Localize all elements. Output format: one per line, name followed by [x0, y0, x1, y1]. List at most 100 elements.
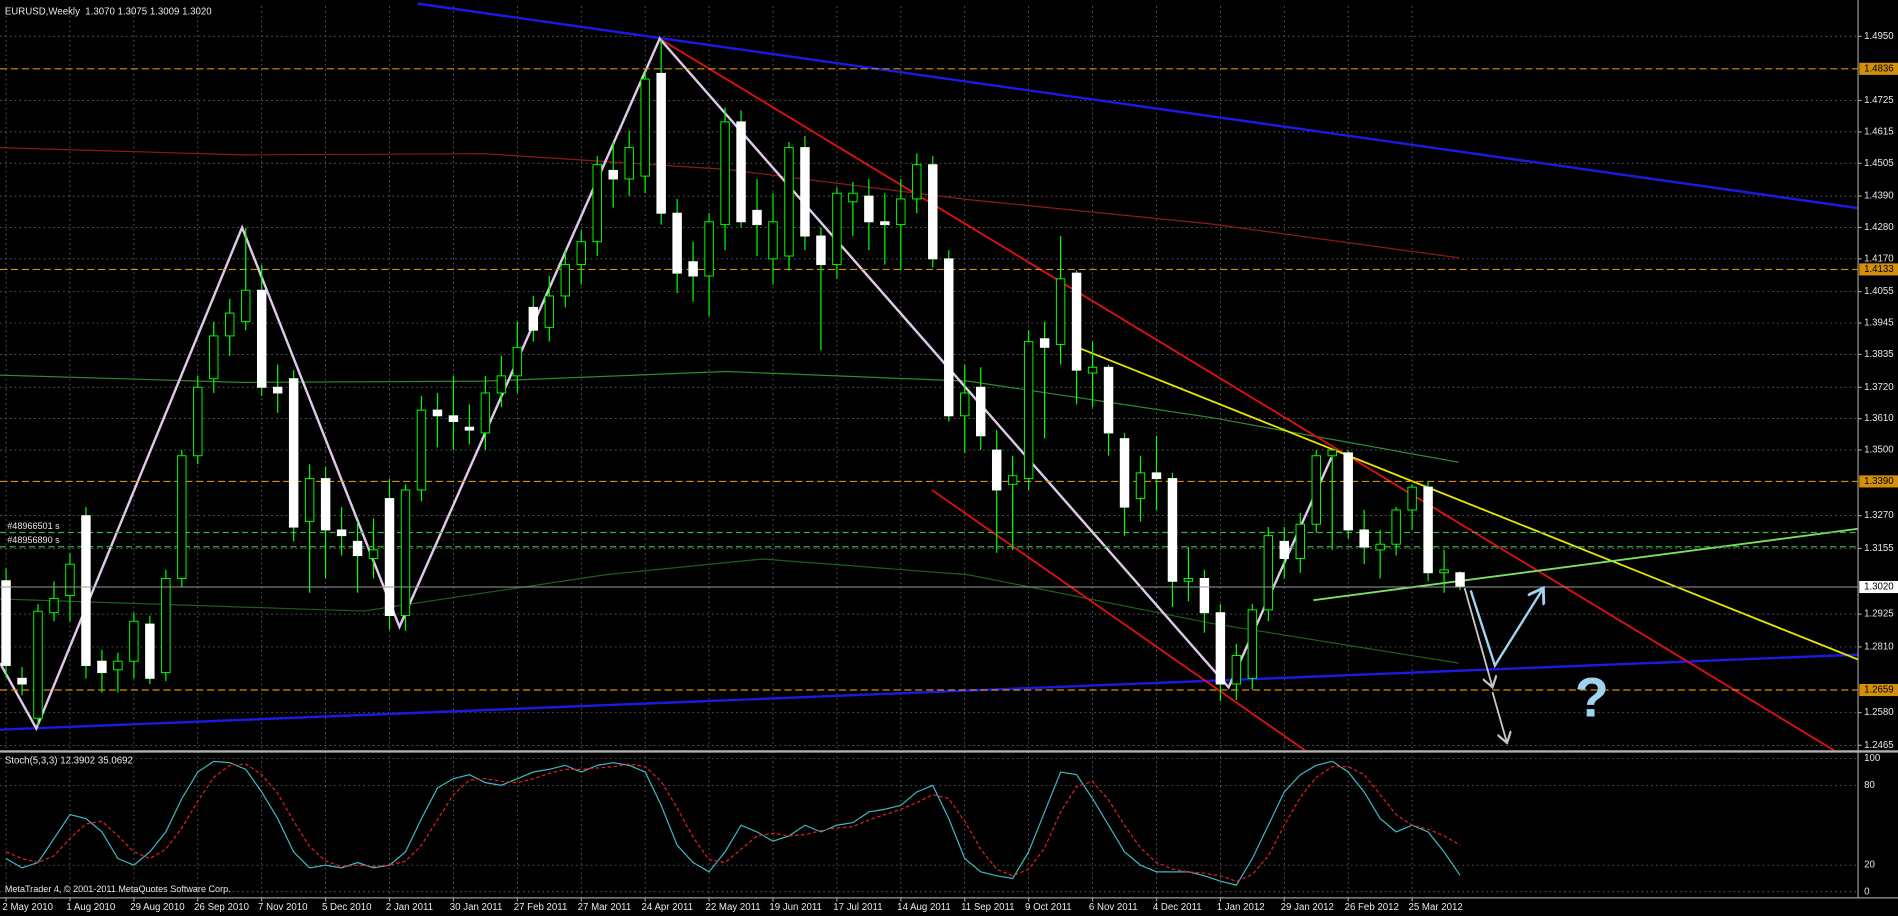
- candle-body: [496, 375, 507, 394]
- y-tick-label: 1.4725: [1864, 95, 1894, 106]
- y-tick-label: 1.4950: [1864, 31, 1894, 42]
- x-tick-label: 1 Aug 2010: [66, 902, 115, 913]
- y-tick-label: 1.2810: [1864, 641, 1894, 652]
- x-tick-label: 29 Jan 2012: [1281, 902, 1334, 913]
- candle-body: [528, 306, 539, 331]
- x-tick-label: 6 Nov 2011: [1089, 902, 1138, 913]
- candle-body: [480, 392, 491, 434]
- candle-body: [960, 392, 970, 417]
- candle-body: [1151, 472, 1162, 480]
- candle-body: [113, 660, 123, 671]
- candle-body: [33, 610, 43, 719]
- candle-body: [1343, 452, 1353, 531]
- candle-body: [1311, 455, 1321, 525]
- footer: MetaTrader 4, © 2001-2011 MetaQuotes Sof…: [5, 884, 231, 894]
- candle-body: [656, 72, 666, 214]
- candle-body: [145, 623, 155, 679]
- y-tick-label: 1.4170: [1864, 253, 1894, 264]
- chart-title: EURUSD,Weekly 1.3070 1.3075 1.3009 1.302…: [5, 7, 212, 18]
- level-box: [1859, 475, 1898, 488]
- x-tick-label: 5 Dec 2010: [322, 902, 371, 913]
- candle-body: [1199, 577, 1210, 614]
- y-tick-label: 1.4280: [1864, 222, 1894, 233]
- y-tick-label: 20: [1864, 860, 1875, 871]
- candle-body: [1295, 523, 1305, 559]
- x-tick-label: 30 Jan 2011: [450, 902, 503, 913]
- candle-body: [544, 295, 555, 328]
- x-tick-label: 1 Jan 2012: [1217, 902, 1265, 913]
- candle-body: [928, 164, 938, 260]
- channel-red-upper: [659, 37, 1835, 752]
- candle-body: [1, 580, 11, 666]
- candle-body: [161, 577, 171, 674]
- candle-body: [1087, 366, 1098, 374]
- candle-body: [672, 212, 682, 274]
- candle-body: [464, 426, 475, 431]
- candle-body: [1167, 478, 1178, 582]
- candle-body: [896, 198, 906, 226]
- candle-body: [209, 335, 219, 380]
- level-box: [1859, 263, 1898, 276]
- level-label: 1.3390: [1864, 476, 1894, 487]
- candle-body: [768, 221, 778, 260]
- candle-body: [512, 346, 523, 377]
- candle-body: [800, 147, 810, 237]
- candle-body: [352, 540, 363, 557]
- candle-body: [1375, 543, 1385, 551]
- candle-body: [912, 164, 922, 200]
- stoch-pane: 100 80 20 0: [0, 753, 1880, 897]
- moving-average-green: [0, 370, 1459, 463]
- trendline-blue-lower: [0, 653, 1859, 731]
- candle-body: [1231, 655, 1242, 685]
- candle-body: [81, 515, 91, 666]
- x-tick-label: 27 Feb 2011: [514, 902, 568, 913]
- candle-body: [1183, 577, 1194, 582]
- candle-body: [1007, 475, 1018, 485]
- candle-body: [624, 147, 634, 180]
- candle-body: [1359, 529, 1369, 548]
- candle-body: [1391, 509, 1401, 545]
- candle-body: [97, 660, 107, 674]
- stoch-line: [5, 760, 1461, 886]
- indicator-title: Stoch(5,3,3) 12.3902 35.0692: [5, 756, 133, 767]
- candle-body: [864, 195, 874, 223]
- level-label: 1.4836: [1864, 63, 1894, 74]
- candle-body: [129, 620, 139, 662]
- candle-body: [256, 289, 267, 388]
- candle-body: [1455, 572, 1465, 588]
- candle-body: [1247, 609, 1258, 679]
- candle-body: [991, 449, 1002, 491]
- x-tick-label: 25 Mar 2012: [1408, 902, 1462, 913]
- candle-body: [1279, 540, 1290, 559]
- candle-body: [784, 147, 794, 257]
- y-tick-label: 1.3500: [1864, 445, 1894, 456]
- candle-body: [816, 235, 826, 266]
- bid-label: 1.3020: [1864, 582, 1894, 593]
- trendline-light-green: [1313, 527, 1859, 602]
- zigzag: [0, 36, 1333, 732]
- y-tick-label: 1.3835: [1864, 349, 1894, 360]
- y-tick-label: 1.3610: [1864, 413, 1894, 424]
- x-tick-label: 26 Sep 2010: [194, 902, 249, 913]
- y-tick-label: 100: [1864, 753, 1880, 764]
- candle-body: [193, 386, 203, 457]
- arrow-down: [1491, 691, 1507, 743]
- candle-body: [880, 221, 890, 226]
- candle-body: [975, 386, 986, 437]
- candle-body: [384, 498, 395, 617]
- x-tick-label: 22 May 2011: [705, 902, 760, 913]
- arrow-up: [1469, 588, 1544, 669]
- candle-body: [1103, 366, 1114, 434]
- y-tick-label: 1.3270: [1864, 510, 1894, 521]
- candle-body: [832, 192, 842, 266]
- y-tick-label: 1.3720: [1864, 382, 1894, 393]
- x-tick-label: 11 Sep 2011: [961, 902, 1014, 913]
- x-tick-label: 26 Feb 2012: [1345, 902, 1399, 913]
- candle-body: [1439, 569, 1449, 574]
- candle-body: [272, 386, 283, 394]
- candle-body: [432, 409, 443, 417]
- candle-body: [320, 478, 331, 531]
- trendline-yellow: [1076, 346, 1859, 661]
